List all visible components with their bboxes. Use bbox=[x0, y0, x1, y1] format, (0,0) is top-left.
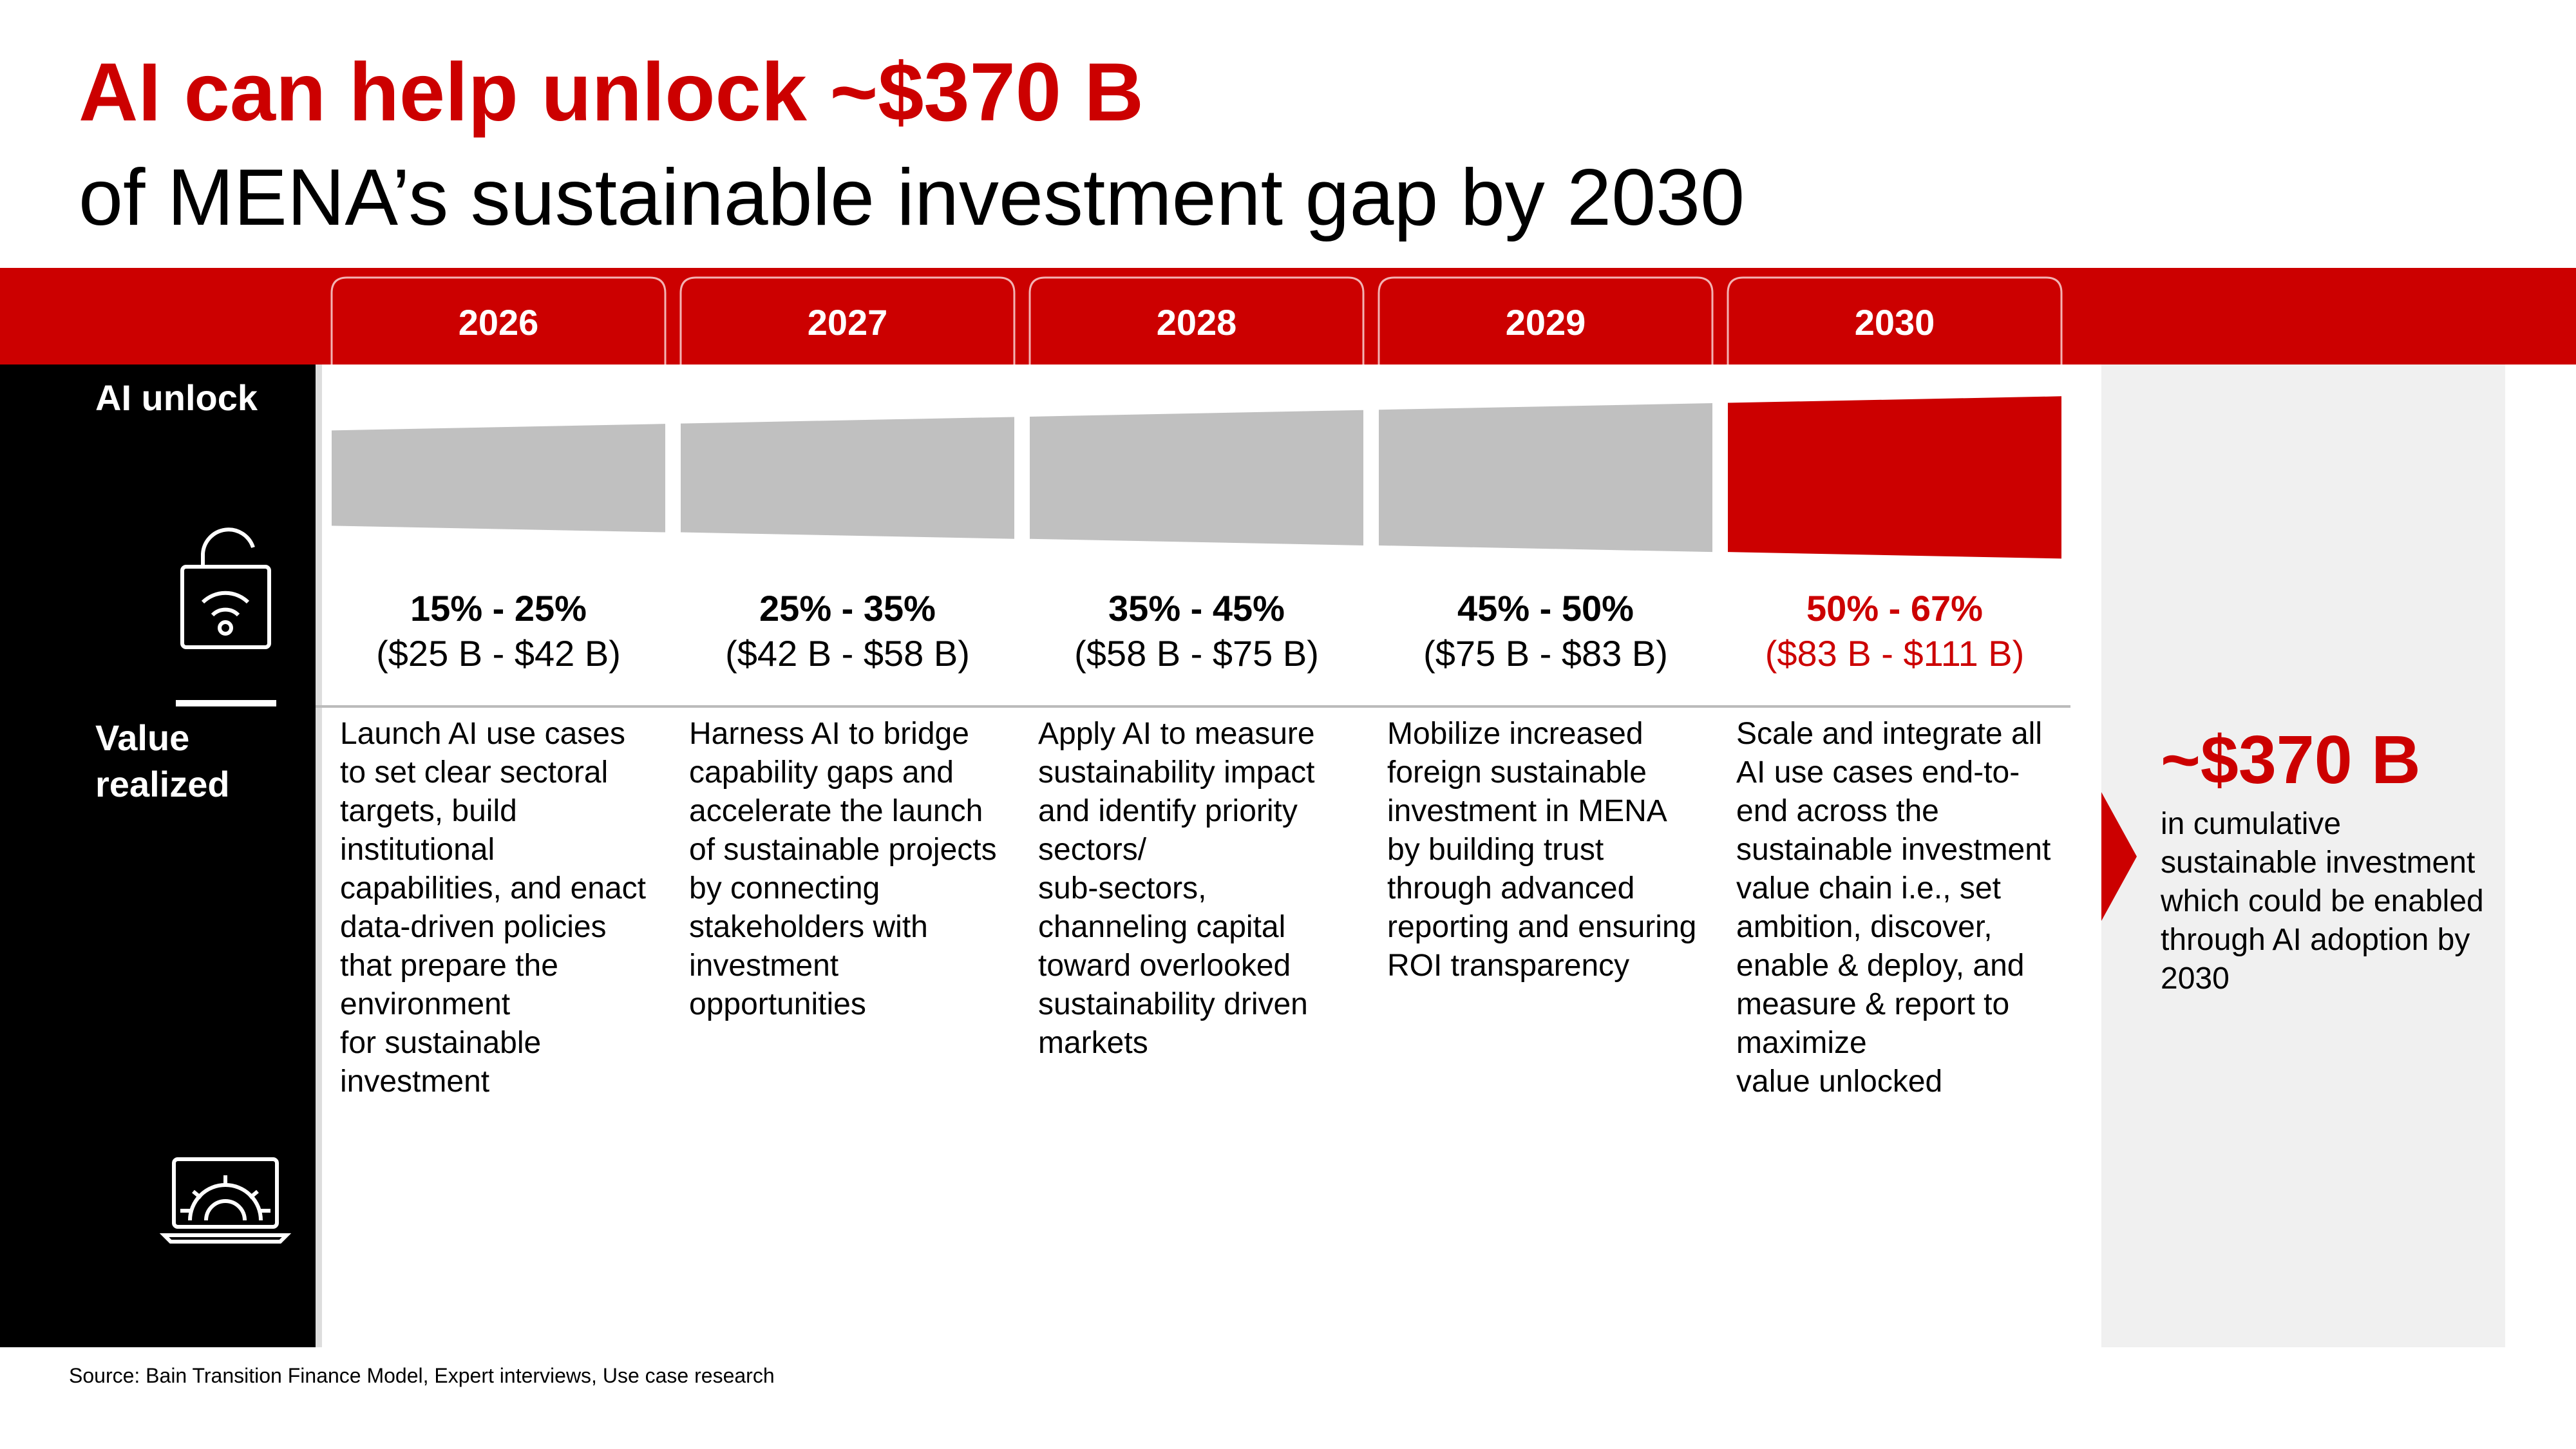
year-tab bbox=[1028, 276, 1365, 365]
description-line: capabilities, and enact bbox=[340, 871, 646, 905]
description-line: sustainability driven bbox=[1038, 987, 1308, 1021]
share-range: 50% - 67% bbox=[1806, 588, 1983, 629]
summary-panel bbox=[2101, 365, 2505, 1347]
description-line: markets bbox=[1038, 1026, 1148, 1060]
description: Mobilize increased foreign sustainable inv… bbox=[1387, 715, 1696, 985]
description-line: Mobilize increased bbox=[1387, 717, 1643, 751]
title: AI can help unlock ~$370 B bbox=[79, 46, 1144, 138]
description-line: by building trust bbox=[1387, 833, 1604, 867]
description-line: that prepare the bbox=[340, 949, 558, 983]
row-label-line: realized bbox=[95, 764, 230, 804]
description-line: AI use cases end-to- bbox=[1736, 755, 2020, 790]
source: Source: Bain Transition Finance Model, E… bbox=[69, 1364, 775, 1387]
description-line: data-driven policies bbox=[340, 910, 607, 944]
summary-line: in cumulative bbox=[2161, 807, 2342, 841]
value-range: ($83 B - $111 B) bbox=[1765, 633, 2025, 674]
description-line: environment bbox=[340, 987, 511, 1021]
share-range: 35% - 45% bbox=[1108, 588, 1285, 629]
value-range: ($42 B - $58 B) bbox=[725, 633, 970, 674]
description-line: through advanced bbox=[1387, 871, 1635, 905]
description-line: investment bbox=[689, 949, 839, 983]
summary-line: which could be enabled bbox=[2161, 884, 2484, 918]
year-label: 2029 bbox=[1506, 302, 1586, 343]
description-line: Harness AI to bridge bbox=[689, 717, 969, 751]
description-line: sub-sectors, bbox=[1038, 871, 1207, 905]
subtitle: of MENA’s sustainable investment gap by … bbox=[79, 153, 1745, 242]
share-range: 45% - 50% bbox=[1457, 588, 1634, 629]
description-line: foreign sustainable bbox=[1387, 755, 1647, 790]
year-tab bbox=[330, 276, 667, 365]
unlock-bar bbox=[332, 424, 665, 533]
laptop-icon bbox=[159, 1157, 292, 1244]
unlock-bar bbox=[1030, 410, 1363, 545]
value-range: ($75 B - $83 B) bbox=[1423, 633, 1668, 674]
row-label: Value realized bbox=[95, 715, 230, 808]
summary-line: through AI adoption by bbox=[2161, 923, 2470, 957]
description-line: channeling capital bbox=[1038, 910, 1286, 944]
description-line: toward overlooked bbox=[1038, 949, 1291, 983]
year-label: 2028 bbox=[1157, 302, 1237, 343]
year-tab bbox=[679, 276, 1016, 365]
share-range: 25% - 35% bbox=[759, 588, 936, 629]
description-line: value unlocked bbox=[1736, 1065, 1943, 1099]
description-line: sustainability impact bbox=[1038, 755, 1315, 790]
description-line: capability gaps and bbox=[689, 755, 954, 790]
description-line: value chain i.e., set bbox=[1736, 871, 2001, 905]
description: Harness AI to bridge capability gaps and a… bbox=[689, 715, 997, 1024]
description-line: Scale and integrate all bbox=[1736, 717, 2042, 751]
description-line: for sustainable bbox=[340, 1026, 542, 1060]
row-label: AI unlock bbox=[95, 377, 258, 418]
description-line: measure & report to bbox=[1736, 987, 2010, 1021]
description-line: maximize bbox=[1736, 1026, 1867, 1060]
summary-total: ~$370 B bbox=[2161, 722, 2421, 798]
unlock-bar bbox=[681, 417, 1014, 539]
description-line: Launch AI use cases bbox=[340, 717, 625, 751]
row-label-line: Value bbox=[95, 717, 190, 758]
description-line: stakeholders with bbox=[689, 910, 928, 944]
description-line: Apply AI to measure bbox=[1038, 717, 1315, 751]
description-line: institutional bbox=[340, 833, 495, 867]
unlock-bar bbox=[1728, 396, 2061, 559]
value-range: ($25 B - $42 B) bbox=[376, 633, 621, 674]
description-line: by connecting bbox=[689, 871, 880, 905]
description-line: sectors/ bbox=[1038, 833, 1147, 867]
value-range: ($58 B - $75 B) bbox=[1074, 633, 1319, 674]
left-panel bbox=[0, 365, 316, 1347]
description-line: targets, build bbox=[340, 794, 517, 828]
description-line: of sustainable projects bbox=[689, 833, 997, 867]
description-line: accelerate the launch bbox=[689, 794, 983, 828]
description: Launch AI use cases to set clear sectoral… bbox=[340, 715, 646, 1101]
description-line: end across the bbox=[1736, 794, 1939, 828]
description-line: ROI transparency bbox=[1387, 949, 1630, 983]
description-line: and identify priority bbox=[1038, 794, 1298, 828]
unlock-bar bbox=[1379, 403, 1712, 553]
description-line: enable & deploy, and bbox=[1736, 949, 2025, 983]
year-tabs: 2026 2027 2028 2029 2030 bbox=[330, 276, 2063, 365]
year-label: 2026 bbox=[459, 302, 539, 343]
share-range: 15% - 25% bbox=[410, 588, 587, 629]
year-label: 2027 bbox=[808, 302, 888, 343]
description: Scale and integrate all AI use cases end-… bbox=[1736, 715, 2050, 1101]
summary-line: sustainable investment bbox=[2161, 846, 2476, 880]
year-label: 2030 bbox=[1855, 302, 1935, 343]
arrow bbox=[2101, 792, 2137, 921]
description-line: investment in MENA bbox=[1387, 794, 1667, 828]
year-tab bbox=[1378, 276, 1714, 365]
description: Apply AI to measure sustainability impact… bbox=[1038, 715, 1315, 1063]
description-line: investment bbox=[340, 1065, 490, 1099]
lock-icon bbox=[180, 527, 271, 649]
summary-description: in cumulative sustainable investment which… bbox=[2161, 805, 2484, 998]
panel-shadow bbox=[316, 365, 322, 1347]
summary-line: 2030 bbox=[2161, 961, 2230, 996]
description-line: ambition, discover, bbox=[1736, 910, 1993, 944]
description-line: opportunities bbox=[689, 987, 866, 1021]
description-line: reporting and ensuring bbox=[1387, 910, 1697, 944]
year-tab bbox=[1727, 276, 2063, 365]
unlock-bars bbox=[332, 396, 2061, 559]
description-line: sustainable investment bbox=[1736, 833, 2051, 867]
description-line: to set clear sectoral bbox=[340, 755, 609, 790]
